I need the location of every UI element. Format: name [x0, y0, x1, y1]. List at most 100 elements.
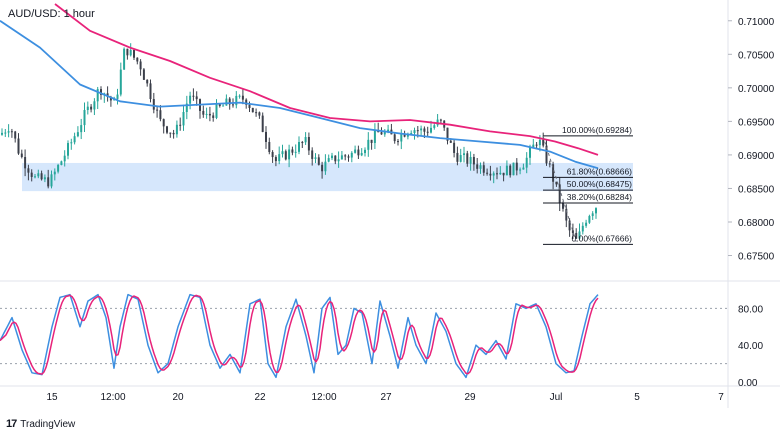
candle-body [60, 161, 63, 165]
stoch-y-tick-label: 80.00 [738, 304, 763, 315]
candle-body [476, 164, 479, 169]
candle-body [241, 95, 244, 100]
candle-body [271, 152, 274, 158]
candle-body [545, 145, 548, 164]
candle-body [347, 156, 350, 158]
candle-body [472, 156, 475, 165]
candle-body [80, 125, 83, 133]
candle-body [525, 157, 528, 168]
candle-body [568, 220, 571, 231]
candle-body [225, 98, 228, 106]
candle-body [509, 165, 512, 176]
candle-body [430, 127, 432, 133]
x-tick-label: 27 [380, 392, 392, 403]
candle-body [30, 172, 33, 177]
candle-body [222, 105, 225, 107]
fib-level-label: 0.00%(0.67666) [572, 233, 633, 243]
candle-body [298, 142, 300, 152]
candle-body [519, 169, 522, 171]
candle-body [522, 167, 525, 170]
y-tick-label: 0.68500 [738, 184, 775, 195]
candle-body [261, 115, 264, 132]
y-tick-label: 0.69500 [738, 117, 775, 128]
candle-body [162, 119, 165, 127]
candle-body [360, 153, 363, 156]
candle-body [423, 128, 426, 132]
candle-body [542, 139, 545, 146]
candle-body [364, 149, 366, 154]
candle-body [119, 69, 122, 95]
stoch-y-tick-label: 40.00 [738, 341, 763, 352]
candle-body [400, 133, 403, 142]
candle-body [354, 149, 357, 153]
candle-body [40, 173, 43, 180]
candle-body [169, 132, 172, 134]
x-tick-label: Jul [550, 392, 563, 403]
candle-body [47, 177, 50, 187]
candle-body [410, 133, 413, 135]
candle-body [562, 203, 564, 209]
candle-body [96, 89, 99, 102]
candle-body [301, 142, 304, 144]
candle-body [397, 141, 399, 143]
candle-body [535, 144, 538, 146]
candle-body [27, 168, 30, 173]
candle-body [555, 181, 558, 185]
y-tick-label: 0.70500 [738, 50, 775, 61]
candle-body [387, 129, 390, 133]
moving-average-fast-line [0, 20, 599, 170]
candle-body [109, 96, 112, 101]
candle-body [314, 157, 317, 159]
candle-body [291, 149, 294, 153]
candle-body [496, 173, 498, 175]
brand-footer[interactable]: 17 TradingView [6, 418, 75, 430]
candle-body [205, 113, 208, 115]
candle-body [456, 152, 459, 162]
support-zone [22, 162, 633, 192]
fib-level-label: 100.00%(0.69284) [562, 125, 632, 135]
chart-title: AUD/USD: 1 hour [8, 8, 95, 20]
candle-body [532, 144, 535, 148]
candle-body [142, 69, 145, 80]
candle-body [179, 124, 182, 126]
axis-layer: 0.71000 0.70500 0.70000 0.69500 0.69000 0.685… [46, 17, 774, 403]
candle-body [403, 133, 406, 137]
candle-body [311, 150, 314, 159]
candle-body [24, 157, 27, 169]
candle-body [433, 125, 436, 128]
y-tick-label: 0.67500 [738, 252, 775, 263]
candle-body [327, 158, 330, 162]
candle-body [100, 89, 102, 95]
y-tick-label: 0.70000 [738, 84, 775, 95]
candle-body [4, 132, 7, 134]
candle-body [232, 104, 234, 106]
candle-body [123, 48, 126, 70]
candle-body [152, 99, 155, 110]
candle-body [258, 112, 261, 116]
candle-body [67, 143, 69, 156]
candle-body [413, 130, 416, 134]
fibonacci-layer: 100.00%(0.69284) 61.80%(0.68666) 50.00%(0.… [542, 125, 633, 245]
candle-body [439, 119, 442, 121]
candle-body [340, 155, 343, 160]
tradingview-logo-icon: 17 [6, 418, 17, 430]
candle-body [192, 95, 195, 97]
candle-body [307, 136, 310, 151]
candle-body [284, 151, 287, 160]
candle-body [37, 173, 40, 177]
candle-body [14, 131, 17, 139]
candle-body [552, 164, 555, 182]
fib-trend-line [542, 135, 578, 245]
x-tick-label: 7 [718, 392, 724, 403]
fib-level-label: 61.80%(0.68666) [567, 166, 632, 176]
candle-body [90, 106, 93, 110]
candle-body [588, 216, 591, 223]
fib-level-label: 50.00%(0.68475) [567, 179, 632, 189]
candle-body [208, 113, 211, 116]
candle-body [426, 131, 429, 133]
y-tick-label: 0.68000 [738, 218, 775, 229]
candle-body [7, 131, 10, 133]
x-tick-label: 29 [464, 392, 476, 403]
candle-body [116, 94, 119, 99]
